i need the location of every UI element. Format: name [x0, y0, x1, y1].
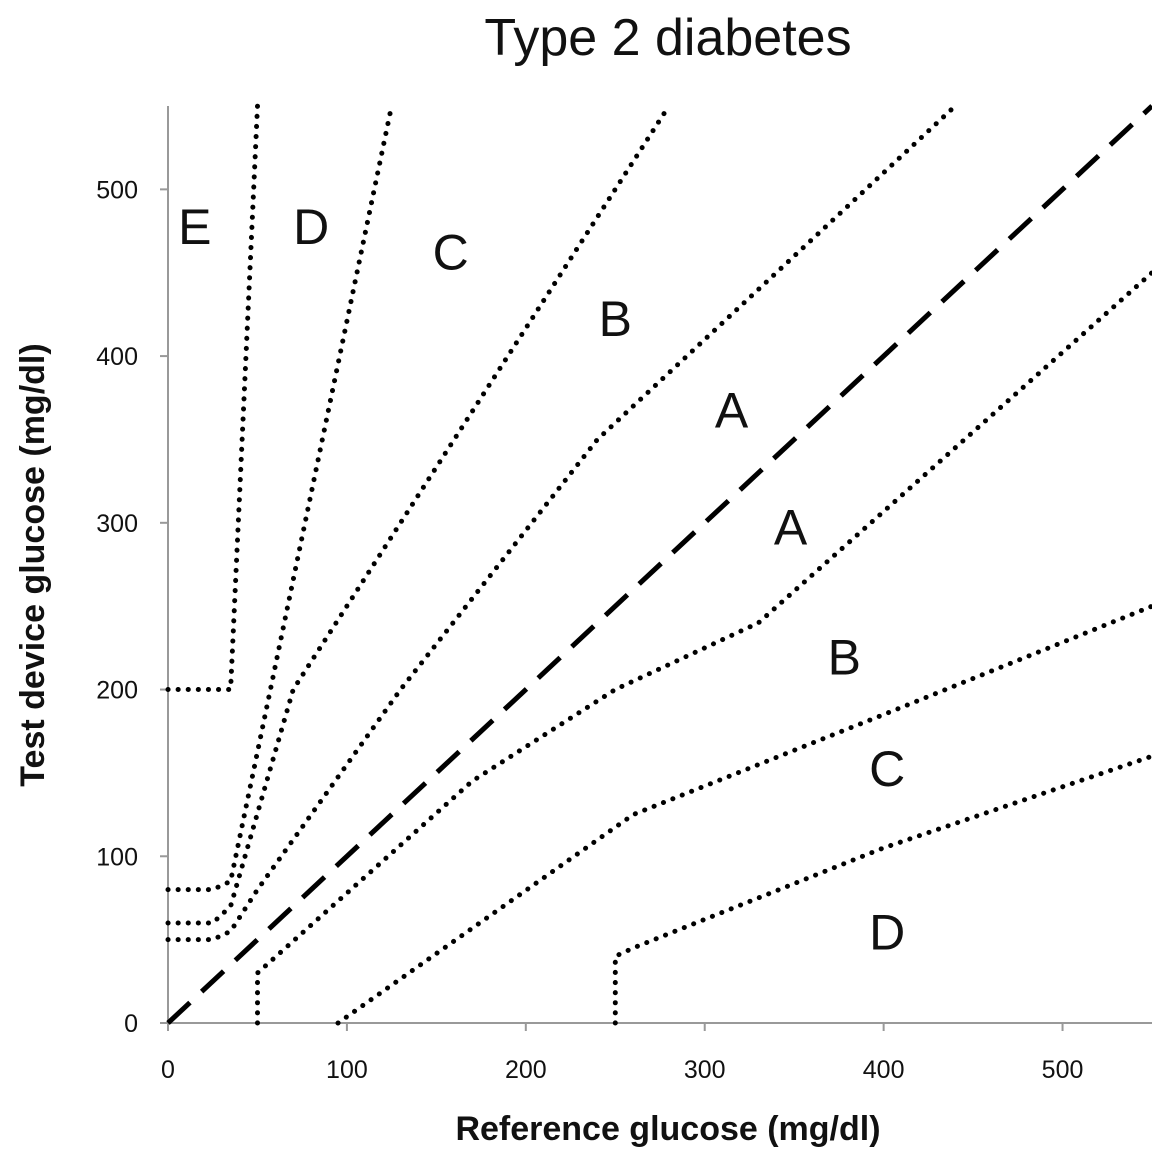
zone-label-d: D — [869, 905, 905, 961]
zone-boundary-b-lower — [255, 270, 1152, 1026]
zone-label-a: A — [715, 383, 749, 439]
zone-boundary-e-upper — [165, 103, 260, 692]
zone-label-e: E — [178, 199, 211, 255]
y-tick-label: 100 — [96, 843, 138, 871]
y-tick-label: 400 — [96, 343, 138, 371]
y-tick-label: 0 — [124, 1010, 138, 1038]
zone-label-b: B — [599, 291, 632, 347]
x-axis-label: Reference glucose (mg/dl) — [455, 1110, 880, 1148]
y-tick-label: 500 — [96, 176, 138, 204]
zone-label-d: D — [293, 199, 329, 255]
zone-label-c: C — [869, 741, 905, 797]
x-tick-label: 400 — [863, 1056, 905, 1084]
y-tick-label: 200 — [96, 677, 138, 705]
zone-label-a: A — [774, 499, 808, 555]
y-axis-label: Test device glucose (mg/dl) — [14, 343, 52, 786]
zone-boundary-d-upper — [165, 103, 395, 893]
x-tick-label: 0 — [161, 1056, 175, 1084]
zone-label-c: C — [433, 224, 469, 280]
y-tick-label: 300 — [96, 510, 138, 538]
zone-boundary-c-upper — [165, 103, 672, 926]
identity-line — [166, 104, 1152, 1025]
x-tick-label: 100 — [326, 1056, 368, 1084]
x-tick-label: 300 — [684, 1056, 726, 1084]
chart-title: Type 2 diabetes — [484, 9, 851, 67]
zone-label-b: B — [828, 629, 861, 685]
x-tick-label: 200 — [505, 1056, 547, 1084]
zone-boundary-b-upper — [165, 103, 958, 943]
x-tick-label: 500 — [1042, 1056, 1084, 1084]
zone-boundary-c-lower — [335, 603, 1152, 1026]
